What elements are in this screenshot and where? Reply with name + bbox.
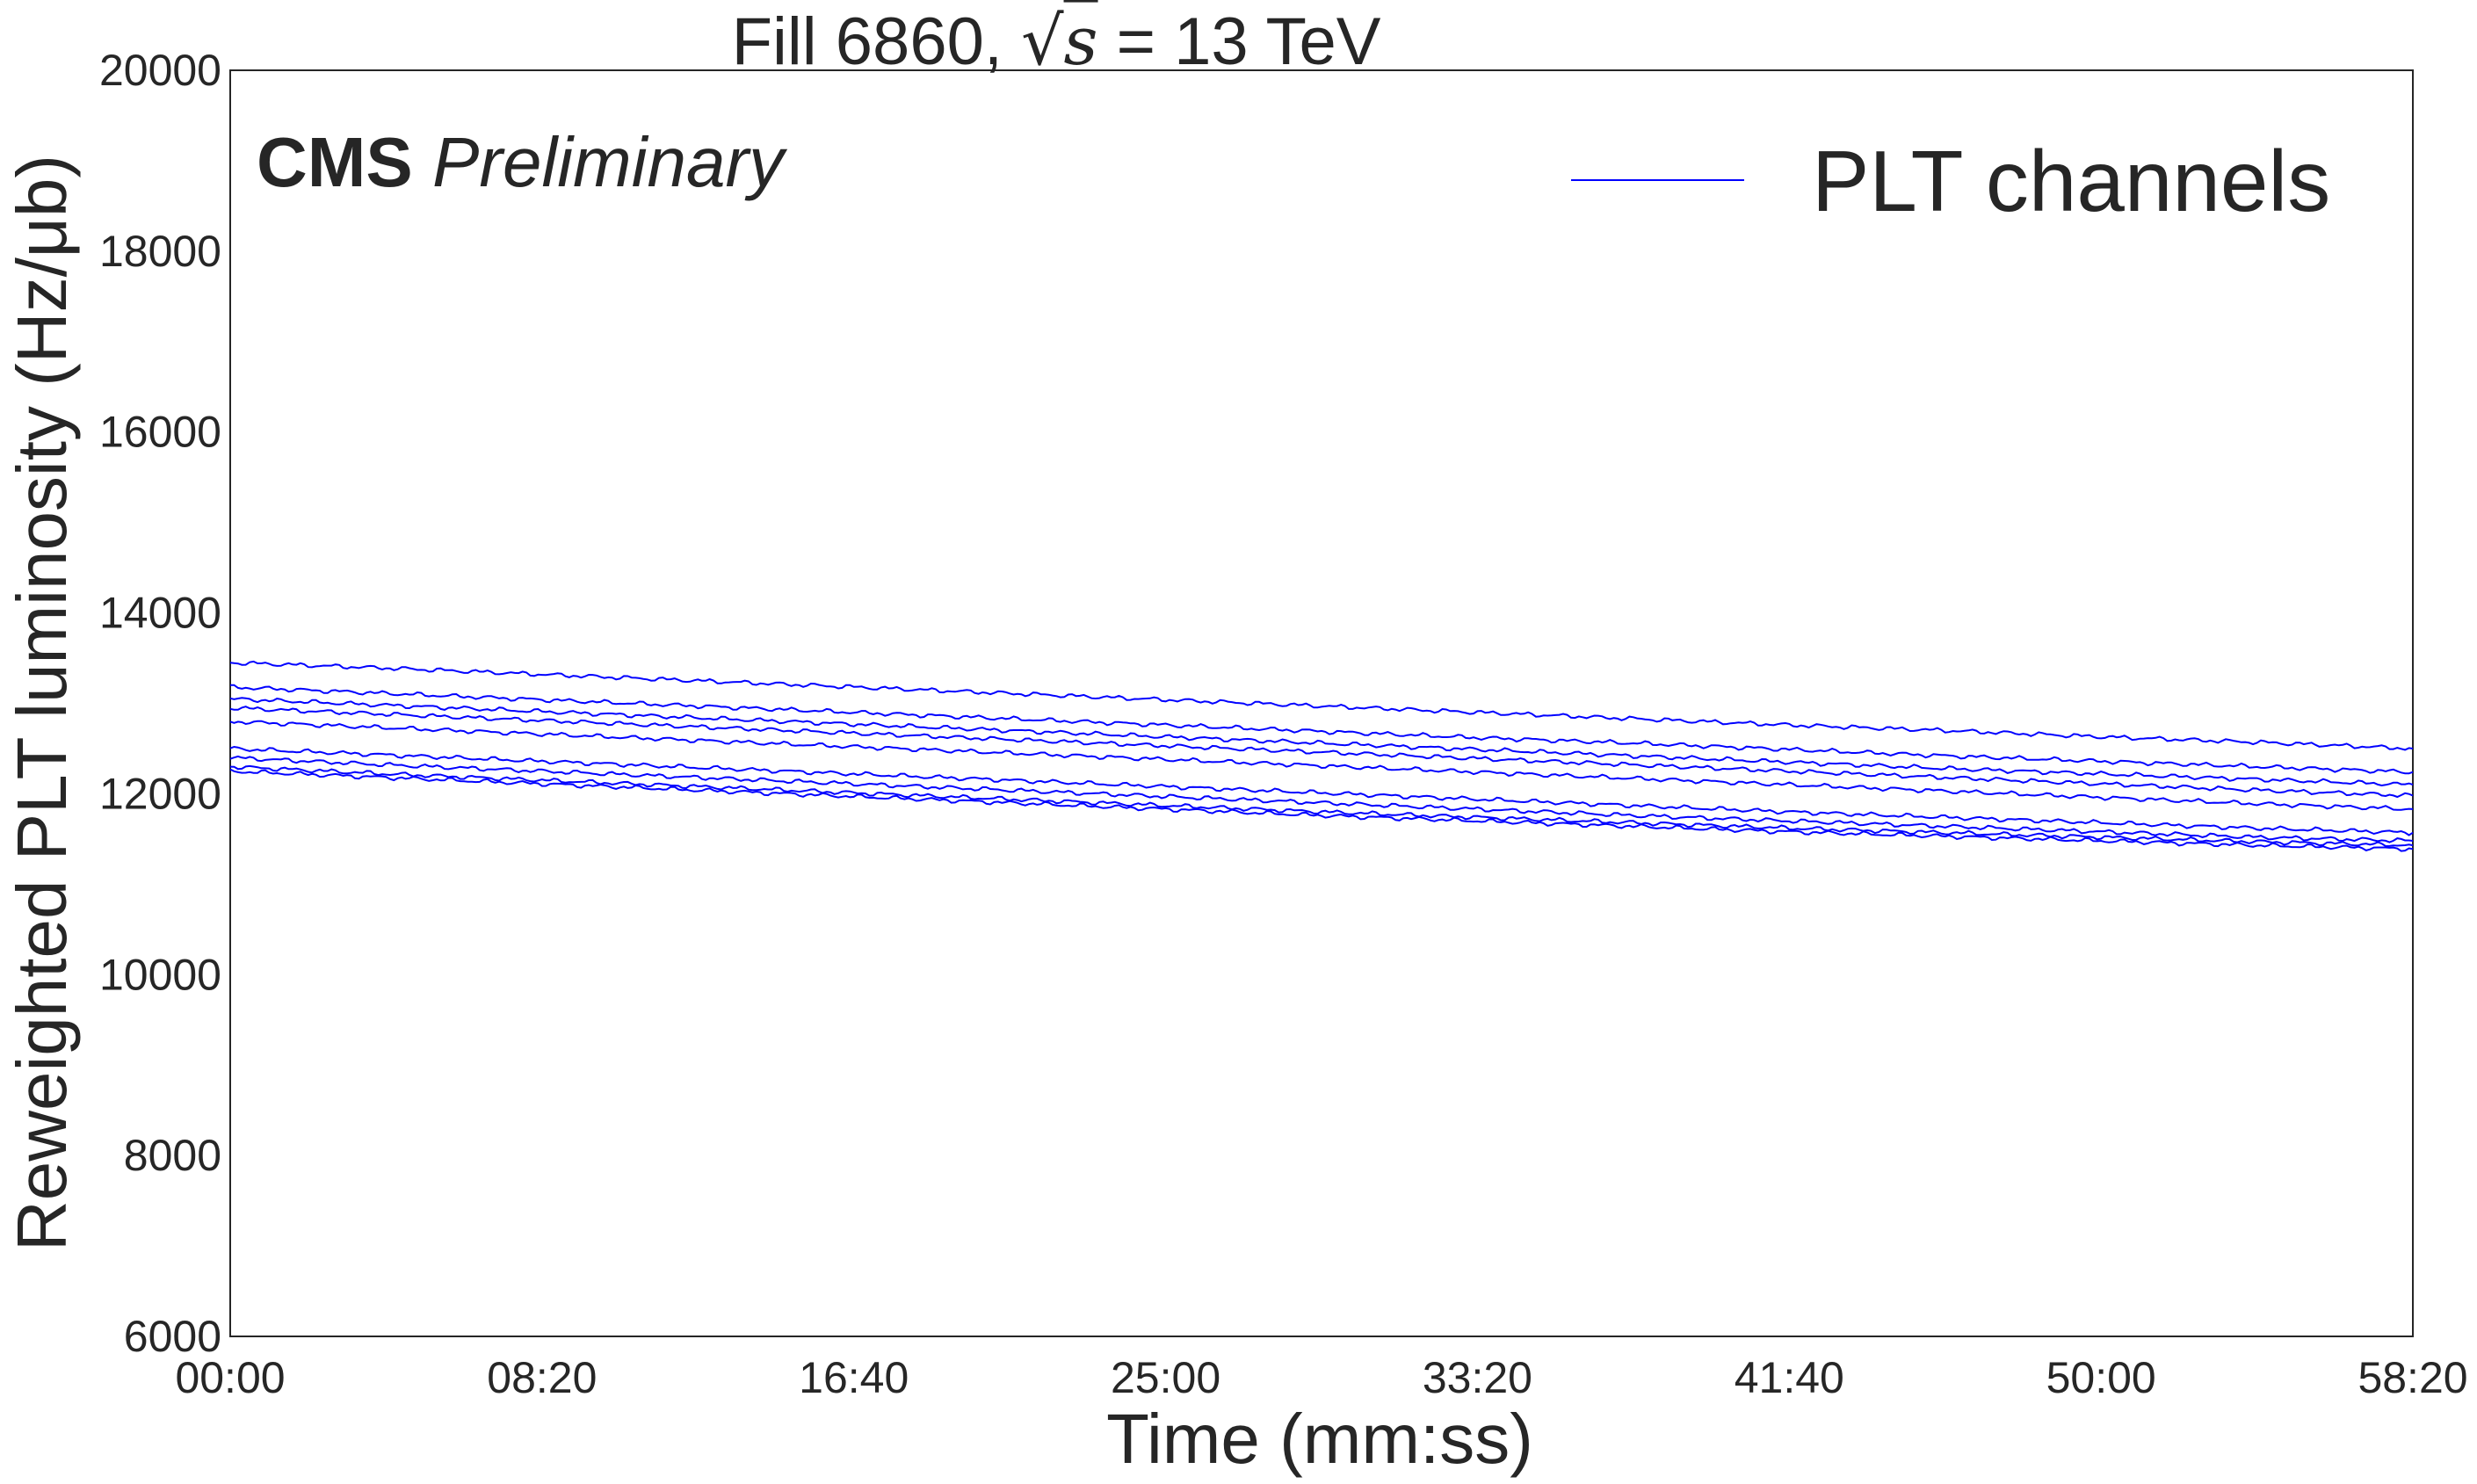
- y-tick-label-2: 10000: [99, 950, 221, 999]
- series-line-2: [229, 697, 2414, 787]
- x-tick-label-7: 58:20: [2357, 1353, 2467, 1402]
- series-line-8: [229, 768, 2414, 852]
- x-axis-label: Time (mm:ss): [1106, 1400, 1533, 1478]
- y-axis-ticks: 6000 8000 10000 12000 14000 16000 18000 20000: [99, 46, 221, 1361]
- y-tick-label-7: 20000: [99, 46, 221, 95]
- series-line-0: [229, 660, 2414, 751]
- series-line-4: [229, 720, 2414, 811]
- x-tick-label-6: 50:00: [2046, 1353, 2156, 1402]
- sqrt-symbol: √: [1021, 2, 1064, 80]
- x-tick-label-2: 16:40: [799, 1353, 909, 1402]
- x-tick-label-3: 25:00: [1111, 1353, 1220, 1402]
- y-tick-label-5: 16000: [99, 408, 221, 457]
- series-line-1: [230, 684, 2414, 775]
- y-tick-label-6: 18000: [99, 227, 221, 276]
- y-tick-label-0: 6000: [124, 1312, 221, 1361]
- x-tick-label-1: 08:20: [487, 1353, 597, 1402]
- series-line-6: [229, 755, 2414, 843]
- cms-label: CMS Preliminary: [257, 123, 788, 201]
- y-tick-label-4: 14000: [99, 589, 221, 638]
- x-tick-label-5: 41:40: [1735, 1353, 1844, 1402]
- series-group: [229, 660, 2414, 852]
- series-line-3: [229, 706, 2414, 799]
- y-axis-label: Reweighted PLT luminosity (Hz/μb): [3, 155, 81, 1251]
- x-tick-label-4: 33:20: [1423, 1353, 1532, 1402]
- series-line-5: [229, 745, 2414, 836]
- series-line-7: [229, 764, 2414, 848]
- y-tick-label-1: 8000: [124, 1131, 221, 1180]
- y-tick-label-3: 12000: [99, 769, 221, 818]
- legend-label: PLT channels: [1812, 133, 2330, 229]
- plot-frame: [229, 69, 2414, 1337]
- chart-title: Fill 6860, √s = 13 TeV: [732, 2, 1381, 80]
- x-tick-label-0: 00:00: [175, 1353, 285, 1402]
- x-axis-ticks: 00:00 08:20 16:40 25:00 33:20 41:40 50:00 58:20: [175, 1353, 2467, 1402]
